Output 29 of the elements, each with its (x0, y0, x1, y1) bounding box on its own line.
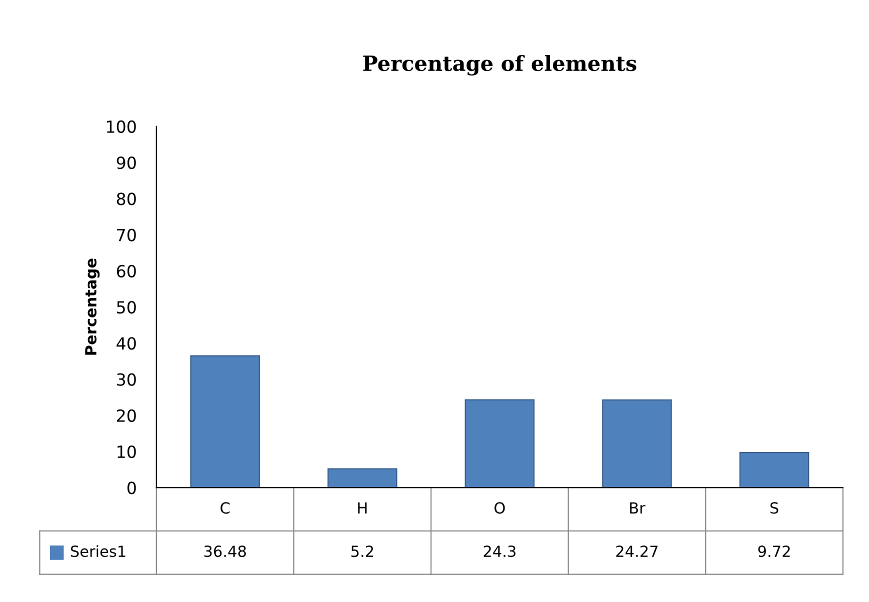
y-tick-label: 60 (116, 264, 136, 278)
x-tick-label: H (358, 502, 367, 514)
data-label: 24.27 (616, 546, 658, 557)
y-tick-label: 10 (118, 445, 136, 458)
y-tick-label: 80 (116, 192, 136, 206)
data-label: 36.48 (204, 546, 246, 558)
data-label: 24.3 (484, 546, 516, 558)
y-tick-label: 50 (117, 300, 136, 314)
y-tick-label: 0 (127, 482, 136, 494)
y-tick-label: 90 (116, 156, 136, 170)
bar (739, 452, 810, 488)
x-tick-label: O (494, 502, 505, 514)
bar (464, 399, 535, 488)
x-tick-label: Br (630, 502, 646, 514)
x-tick-label: S (770, 502, 778, 514)
y-tick-label: 20 (116, 409, 136, 422)
y-tick-label: 40 (116, 337, 136, 350)
chart-title: Percentage of elements (363, 55, 636, 76)
y-tick-label: 70 (117, 228, 136, 242)
y-axis-title: Percentage (85, 258, 100, 355)
bar (190, 355, 260, 488)
bar (602, 399, 672, 488)
y-tick-label: 30 (117, 373, 136, 386)
y-tick-label: 100 (106, 120, 136, 133)
legend-label: Series1 (70, 545, 126, 558)
data-label: 9.72 (758, 546, 790, 558)
x-tick-label: C (220, 502, 230, 514)
data-label: 5.2 (351, 546, 373, 558)
bar (327, 468, 398, 488)
